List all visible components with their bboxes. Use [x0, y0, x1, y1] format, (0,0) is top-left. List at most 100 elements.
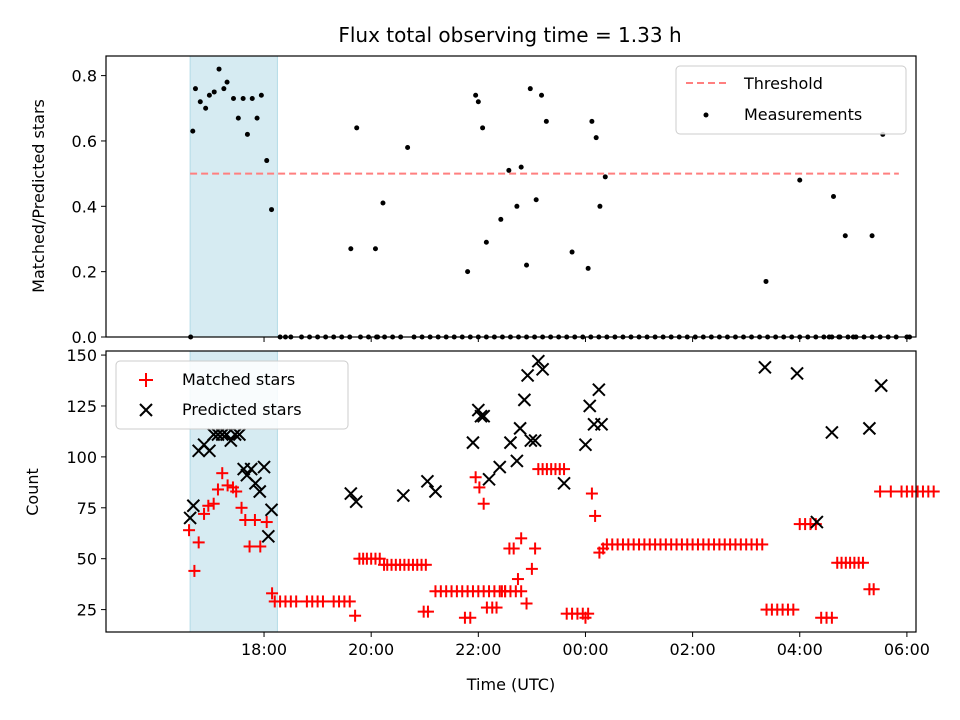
measurement-point: [533, 197, 539, 203]
matched-star-point: [529, 542, 542, 555]
measurement-point: [569, 249, 575, 255]
matched-star-point: [477, 497, 490, 510]
predicted-star-point: [810, 515, 824, 529]
measurement-point: [602, 174, 608, 180]
matched-star-point: [188, 564, 201, 577]
measurement-point: [348, 246, 354, 252]
matched-star-point: [248, 514, 261, 527]
highlight-band: [189, 55, 278, 338]
count-legend-box: [115, 360, 349, 430]
predicted-star-point: [482, 472, 496, 486]
observing-window-highlight: [189, 55, 278, 338]
measurement-point: [258, 92, 264, 98]
predicted-star-point: [474, 409, 488, 423]
predicted-stars-legend-swatch: [139, 403, 153, 417]
matched-star-point: [221, 479, 234, 492]
measurement-point: [473, 92, 479, 98]
measurements-legend-swatch: [703, 112, 709, 118]
ratio-legend-box: [675, 65, 907, 135]
predicted-star-point: [535, 362, 550, 377]
matched-star-point: [235, 501, 248, 514]
measurement-point: [842, 233, 848, 239]
measurement-point: [869, 233, 875, 239]
matched-star-point: [507, 542, 520, 555]
matched-star-point: [464, 611, 477, 624]
measurement-point: [797, 177, 803, 183]
measurement-point: [597, 203, 603, 209]
predicted-star-point: [594, 417, 609, 432]
matched-star-point: [515, 532, 528, 545]
predicted-star-point: [520, 368, 535, 383]
predicted-star-point: [420, 474, 435, 489]
threshold-legend-label: Threshold: [743, 74, 823, 93]
measurement-point: [240, 95, 246, 101]
measurement-point: [264, 158, 270, 164]
predicted-star-point: [224, 433, 238, 448]
measurement-point: [224, 79, 230, 85]
ratio-panel: 0.00.20.40.60.8 Matched/Predicted stars …: [29, 55, 917, 347]
measurement-point: [235, 115, 241, 121]
matched-stars-legend-swatch: [139, 373, 153, 387]
measurement-point: [524, 262, 530, 268]
x-tick-label: 18:00: [241, 640, 287, 659]
y-tick-label: 150: [66, 346, 97, 365]
measurement-point: [465, 269, 471, 275]
measurement-point: [405, 144, 411, 150]
ratio-y-ticks: 0.0 0.2 0.4 0.6 0.8: [72, 67, 106, 347]
measurement-point: [527, 86, 533, 92]
matched-star-point: [515, 585, 528, 598]
predicted-star-point: [531, 354, 546, 368]
predicted-star-point: [503, 435, 518, 450]
measurement-point: [269, 207, 275, 213]
matched-star-point: [243, 540, 256, 553]
predicted-star-point: [592, 382, 606, 397]
matched-star-point: [585, 487, 598, 500]
matched-star-point: [211, 483, 224, 496]
predicted-star-point: [248, 476, 263, 491]
count-panel-frame: [105, 350, 917, 633]
predicted-star-point: [349, 494, 363, 509]
predicted-star-point: [510, 454, 524, 468]
measurement-point: [249, 95, 255, 101]
predicted-star-point: [557, 476, 571, 491]
matched-star-point: [183, 524, 196, 537]
measurement-point: [192, 86, 198, 92]
matched-star-point: [511, 573, 524, 586]
ratio-y-axis-label: Matched/Predicted stars: [29, 99, 48, 293]
matched-star-point: [373, 552, 386, 565]
ratio-panel-frame: [105, 55, 917, 338]
measurement-point: [763, 278, 769, 284]
predicted-star-point: [232, 427, 247, 442]
predicted-star-point: [476, 409, 491, 423]
measurement-point: [831, 194, 836, 199]
matched-star-point: [469, 471, 482, 484]
y-tick-label: 75: [77, 499, 97, 518]
matched-star-point: [589, 509, 602, 522]
count-x-ticks: 18:00 20:00 22:00 00:00 02:00 04:00 06:00: [241, 632, 930, 659]
measurement-point: [539, 92, 545, 98]
predicted-star-point: [874, 378, 888, 393]
matched-star-point: [316, 595, 329, 608]
predicted-star-point: [257, 460, 271, 474]
matched-star-point: [254, 540, 267, 553]
measurement-point: [197, 99, 203, 105]
measurement-point: [231, 95, 236, 101]
predicted-star-point: [396, 488, 411, 503]
predicted-star-point: [261, 529, 276, 544]
x-tick-label: 22:00: [455, 640, 501, 659]
x-tick-label: 04:00: [777, 640, 823, 659]
matched-star-point: [343, 595, 356, 608]
predicted-star-point: [202, 444, 217, 458]
y-tick-label: 0.2: [72, 263, 97, 282]
measurement-point: [506, 167, 512, 173]
measurement-point: [354, 125, 360, 131]
matched-star-point: [874, 485, 887, 498]
y-tick-label: 100: [66, 448, 97, 467]
measurement-point: [514, 203, 520, 209]
ratio-legend: Threshold Measurements: [675, 65, 907, 135]
matched-star-point: [499, 585, 512, 598]
predicted-star-point: [513, 421, 527, 436]
matched-star-point: [202, 499, 215, 512]
matched-star-point: [756, 538, 769, 551]
